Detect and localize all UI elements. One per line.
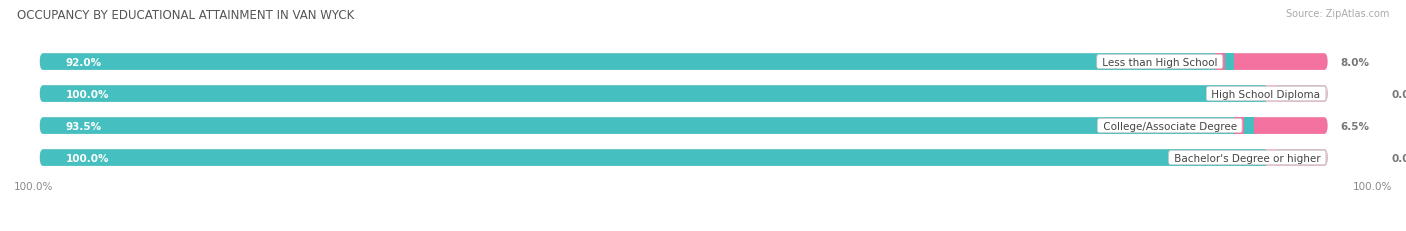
Text: 100.0%: 100.0%	[1353, 181, 1392, 191]
Text: 0.0%: 0.0%	[1392, 89, 1406, 99]
Bar	[1234, 118, 1244, 134]
Text: Bachelor's Degree or higher: Bachelor's Degree or higher	[1171, 153, 1323, 163]
FancyBboxPatch shape	[39, 150, 1327, 166]
FancyBboxPatch shape	[1222, 54, 1327, 71]
FancyBboxPatch shape	[39, 150, 1327, 166]
Text: High School Diploma: High School Diploma	[1208, 89, 1323, 99]
FancyBboxPatch shape	[39, 118, 1247, 134]
Text: 100.0%: 100.0%	[66, 153, 110, 163]
Text: 6.5%: 6.5%	[1340, 121, 1369, 131]
Bar	[1244, 118, 1254, 134]
Text: 0.0%: 0.0%	[1392, 153, 1406, 163]
FancyBboxPatch shape	[1272, 150, 1327, 166]
Text: OCCUPANCY BY EDUCATIONAL ATTAINMENT IN VAN WYCK: OCCUPANCY BY EDUCATIONAL ATTAINMENT IN V…	[17, 9, 354, 22]
Text: 8.0%: 8.0%	[1340, 57, 1369, 67]
FancyBboxPatch shape	[39, 54, 1327, 71]
Text: 92.0%: 92.0%	[66, 57, 101, 67]
Text: Less than High School: Less than High School	[1099, 57, 1220, 67]
FancyBboxPatch shape	[39, 86, 1327, 102]
Bar	[1215, 54, 1225, 71]
Text: 100.0%: 100.0%	[66, 89, 110, 99]
FancyBboxPatch shape	[39, 118, 1327, 134]
Bar	[1225, 54, 1234, 71]
FancyBboxPatch shape	[1272, 86, 1327, 102]
Text: Source: ZipAtlas.com: Source: ZipAtlas.com	[1285, 9, 1389, 19]
Text: College/Associate Degree: College/Associate Degree	[1099, 121, 1240, 131]
FancyBboxPatch shape	[39, 86, 1327, 102]
Text: 93.5%: 93.5%	[66, 121, 101, 131]
Text: 100.0%: 100.0%	[14, 181, 53, 191]
Bar	[1267, 86, 1277, 102]
Bar	[1267, 150, 1277, 166]
FancyBboxPatch shape	[1240, 118, 1327, 134]
FancyBboxPatch shape	[39, 54, 1227, 71]
